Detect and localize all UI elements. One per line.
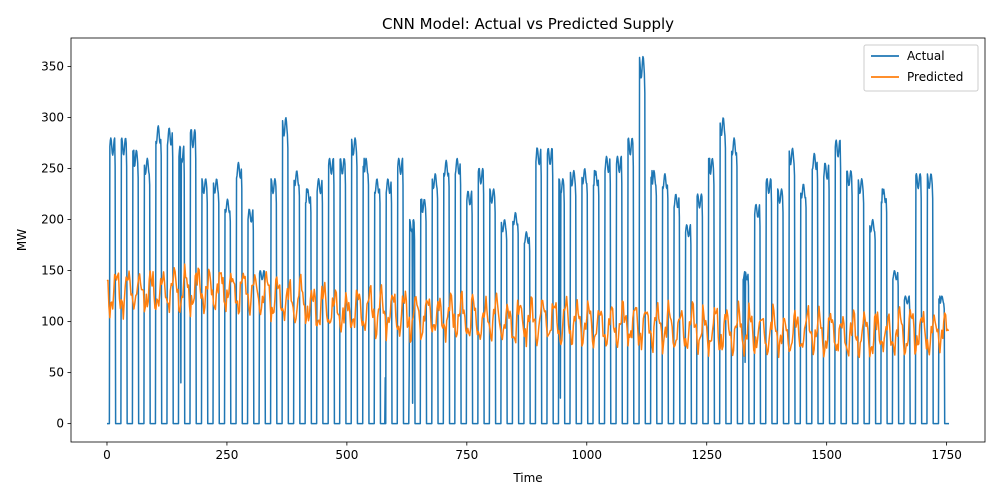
plot-area	[70, 37, 986, 443]
y-axis-label: MW	[15, 229, 29, 251]
x-tick-label: 1250	[691, 448, 722, 462]
x-axis: 0 250 500 750 1000 1250 1500 1750	[103, 442, 962, 462]
y-tick-label: 300	[41, 111, 64, 125]
x-tick-label: 250	[215, 448, 238, 462]
y-tick-label: 250	[41, 162, 64, 176]
y-tick-label: 350	[41, 60, 64, 74]
x-axis-label: Time	[512, 471, 542, 485]
x-tick-label: 1750	[931, 448, 962, 462]
legend: Actual Predicted	[863, 44, 979, 92]
y-tick-label: 50	[49, 366, 64, 380]
y-tick-label: 0	[56, 417, 64, 431]
chart-title: CNN Model: Actual vs Predicted Supply	[382, 15, 674, 33]
x-tick-label: 1000	[572, 448, 603, 462]
x-tick-label: 1500	[811, 448, 842, 462]
y-tick-label: 150	[41, 264, 64, 278]
y-tick-label: 200	[41, 213, 64, 227]
y-tick-label: 100	[41, 315, 64, 329]
x-tick-label: 500	[335, 448, 358, 462]
legend-label-actual: Actual	[907, 49, 945, 63]
plot-frame	[70, 37, 986, 443]
series-line-actual	[106, 55, 950, 425]
series-line-predicted	[106, 263, 950, 359]
x-tick-label: 0	[103, 448, 111, 462]
legend-label-predicted: Predicted	[907, 70, 963, 84]
x-tick-label: 750	[455, 448, 478, 462]
y-axis: 0 50 100 150 200 250 300 350	[41, 60, 71, 431]
